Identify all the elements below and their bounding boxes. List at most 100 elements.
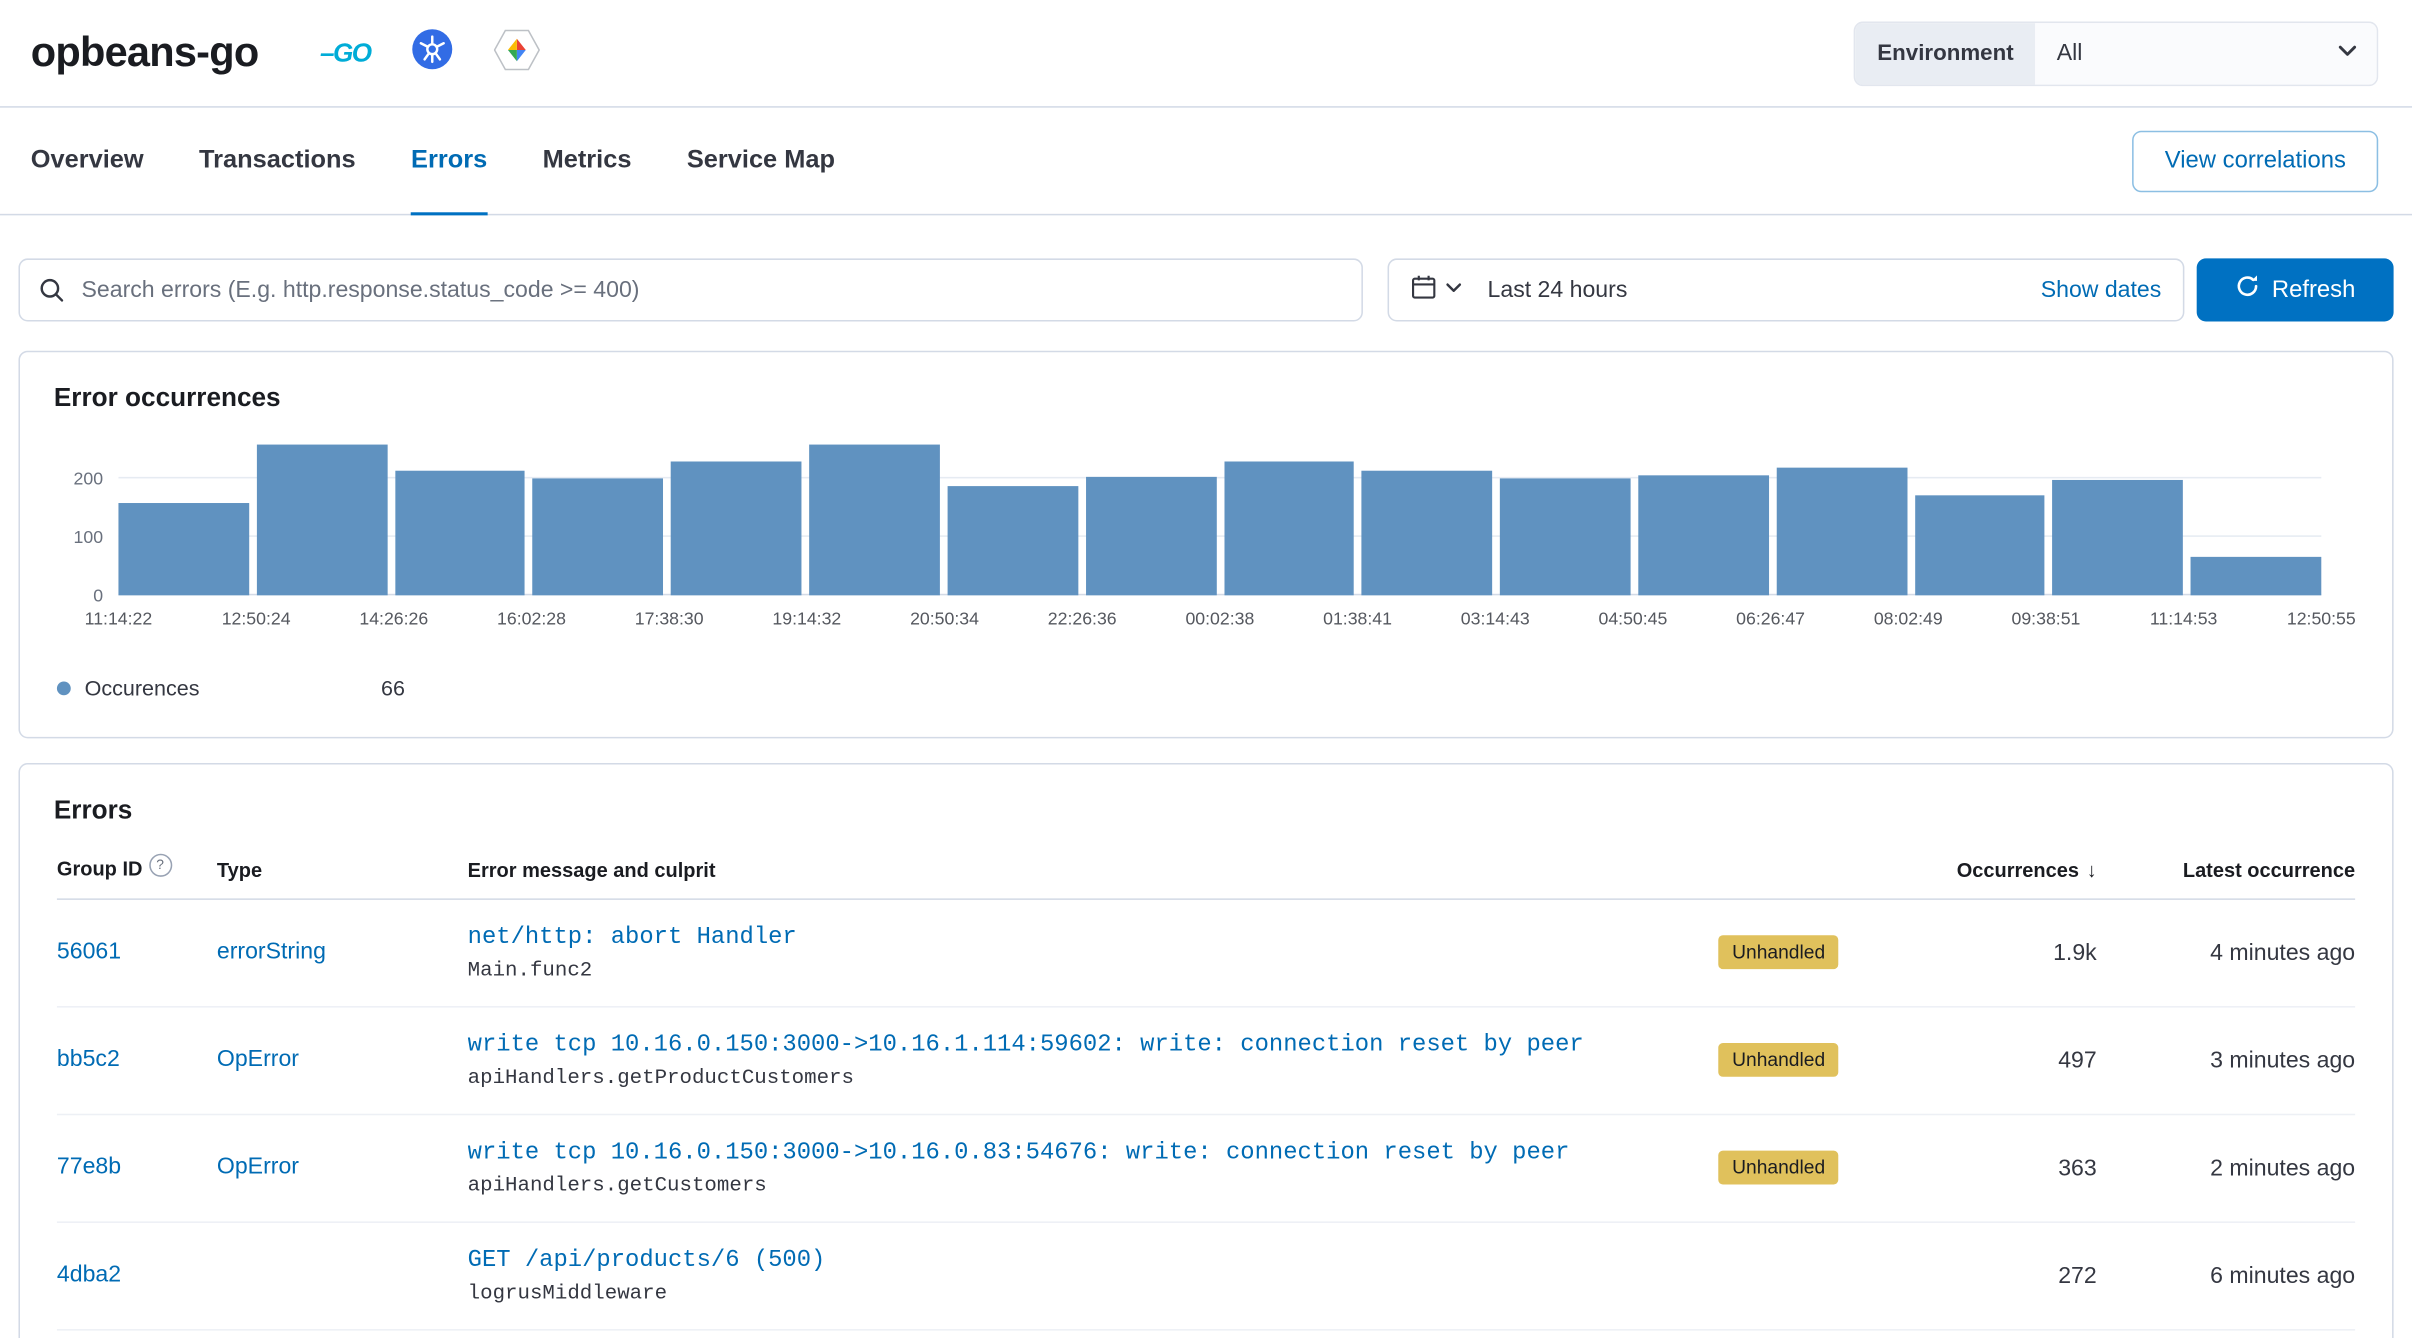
errors-table-panel: Errors Group ID? Type Error message and … <box>18 762 2394 1338</box>
bar <box>1500 478 1631 596</box>
error-group-id-link[interactable]: 56061 <box>56 938 122 965</box>
errors-table: Group ID? Type Error message and culprit… <box>56 848 2356 1330</box>
x-axis-tick-label: 14:26:26 <box>359 610 429 630</box>
bar <box>118 502 249 596</box>
time-range-label[interactable]: Last 24 hours <box>1487 276 1628 304</box>
error-culprit: apiHandlers.getProductCustomers <box>467 1066 854 1090</box>
x-axis-tick-label: 09:38:51 <box>2011 610 2081 630</box>
chevron-down-icon <box>1444 276 1462 304</box>
chart-title: Error occurrences <box>53 383 281 413</box>
column-header-latest-occurrence: Latest occurrence <box>2182 857 2356 882</box>
page-title: opbeans-go <box>30 29 259 76</box>
legend-value: 66 <box>381 675 406 700</box>
error-type-link[interactable]: errorString <box>216 938 326 965</box>
table-header-row: Group ID? Type Error message and culprit… <box>56 848 2356 900</box>
y-axis-labels: 0 100 200 <box>45 441 119 606</box>
tab-metrics[interactable]: Metrics <box>542 146 632 174</box>
error-message-link[interactable]: GET /api/products/6 (500) <box>467 1245 826 1273</box>
y-axis-tick-label: 0 <box>93 587 104 607</box>
bar <box>532 477 664 596</box>
table-row: 77e8b OpError write tcp 10.16.0.150:3000… <box>56 1114 2356 1223</box>
gridline <box>118 593 2322 596</box>
occurrences-count: 1.9k <box>2053 939 2097 966</box>
search-box <box>18 258 1363 322</box>
refresh-button[interactable]: Refresh <box>2196 258 2394 322</box>
bar <box>2052 480 2184 596</box>
search-errors-input[interactable] <box>18 258 1363 322</box>
toolbar: Last 24 hours Show dates Refresh <box>18 258 2394 322</box>
gridline <box>118 535 2322 537</box>
date-picker: Last 24 hours Show dates <box>1387 258 2185 322</box>
error-group-id-link[interactable]: 4dba2 <box>56 1261 122 1288</box>
legend-label[interactable]: Occurences <box>84 675 200 700</box>
latest-occurrence: 2 minutes ago <box>2210 1154 2356 1181</box>
x-axis-tick-label: 01:38:41 <box>1323 610 1392 630</box>
x-axis-tick-label: 20:50:34 <box>910 610 979 630</box>
tab-errors[interactable]: Errors <box>411 107 488 215</box>
error-message-link[interactable]: net/http: abort Handler <box>467 922 797 950</box>
go-agent-icon: –GO <box>319 37 372 67</box>
column-header-occurrences[interactable]: Occurrences ↓ <box>1956 857 2097 882</box>
latest-occurrence: 6 minutes ago <box>2210 1262 2356 1289</box>
occurrences-chart: 0 100 200 11:14:22 12:50:24 14:26:26 16:02:28… <box>45 441 2368 635</box>
unhandled-badge: Unhandled <box>1718 1042 1839 1077</box>
error-message-link[interactable]: write tcp 10.16.0.150:3000->10.16.1.114:… <box>467 1029 1584 1058</box>
tab-service-map[interactable]: Service Map <box>686 146 836 174</box>
x-axis-tick-label: 12:50:55 <box>2286 610 2356 630</box>
bar <box>2190 556 2322 596</box>
column-header-message: Error message and culprit <box>467 857 716 882</box>
gcp-icon <box>493 28 540 77</box>
environment-value: All <box>2056 39 2083 67</box>
tab-transactions[interactable]: Transactions <box>199 146 356 174</box>
y-axis-tick-label: 100 <box>73 529 104 548</box>
occurrences-count: 497 <box>2058 1046 2097 1073</box>
x-axis-tick-label: 19:14:32 <box>772 610 842 630</box>
x-axis-tick-label: 16:02:28 <box>497 610 566 630</box>
error-culprit: logrusMiddleware <box>467 1282 668 1306</box>
date-quick-select-button[interactable] <box>1411 273 1463 307</box>
error-type-link[interactable]: OpError <box>216 1153 299 1180</box>
chart-legend: Occurences 66 <box>56 675 2368 700</box>
bar <box>394 471 526 596</box>
bar <box>671 460 802 596</box>
calendar-icon <box>1411 273 1437 307</box>
x-axis-tick-label: 00:02:38 <box>1185 610 1255 630</box>
x-axis-tick-label: 06:26:47 <box>1736 610 1806 630</box>
show-dates-button[interactable]: Show dates <box>2040 276 2162 304</box>
error-message-link[interactable]: write tcp 10.16.0.150:3000->10.16.0.83:5… <box>467 1137 1570 1166</box>
tabs-bar: Overview Transactions Errors Metrics Ser… <box>0 108 2412 216</box>
latest-occurrence: 4 minutes ago <box>2210 939 2356 966</box>
environment-select[interactable]: All <box>2035 22 2377 84</box>
table-row: 4dba2 GET /api/products/6 (500) logrusMi… <box>56 1222 2356 1330</box>
unhandled-badge: Unhandled <box>1718 1150 1839 1185</box>
error-group-id-link[interactable]: 77e8b <box>56 1153 122 1180</box>
agent-icons: –GO <box>320 28 540 79</box>
bar <box>1361 470 1493 596</box>
occurrences-count: 272 <box>2058 1262 2097 1289</box>
column-header-group-id: Group ID? <box>57 852 217 882</box>
bar <box>1914 494 2045 596</box>
error-group-id-link[interactable]: bb5c2 <box>56 1046 120 1073</box>
refresh-icon <box>2235 274 2260 306</box>
errors-title: Errors <box>53 795 133 825</box>
tab-overview[interactable]: Overview <box>30 146 144 174</box>
view-correlations-button[interactable]: View correlations <box>2132 129 2379 192</box>
environment-label: Environment <box>1855 22 2036 84</box>
search-icon <box>38 277 64 311</box>
sort-descending-icon: ↓ <box>2086 857 2097 882</box>
bar <box>1223 460 1355 596</box>
column-header-type: Type <box>216 857 263 882</box>
error-type-link[interactable]: OpError <box>216 1046 299 1073</box>
table-row: bb5c2 OpError write tcp 10.16.0.150:3000… <box>56 1007 2356 1115</box>
x-axis-tick-label: 22:26:36 <box>1047 610 1117 630</box>
error-culprit: apiHandlers.getCustomers <box>467 1174 767 1198</box>
x-axis-tick-label: 08:02:49 <box>1873 610 1943 630</box>
legend-dot-icon <box>56 680 71 695</box>
latest-occurrence: 3 minutes ago <box>2210 1046 2356 1073</box>
bar-series <box>118 441 2322 596</box>
x-axis-tick-label: 17:38:30 <box>634 610 704 630</box>
gridline <box>118 476 2322 479</box>
unhandled-badge: Unhandled <box>1718 935 1839 970</box>
x-axis-tick-label: 11:14:22 <box>84 610 153 630</box>
